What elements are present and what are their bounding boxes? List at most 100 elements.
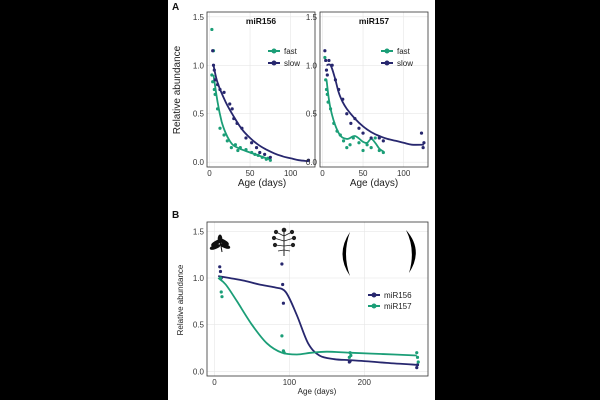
data-point-slow	[235, 121, 239, 126]
x-tick-label: 0	[207, 169, 212, 178]
data-point-fast	[238, 146, 242, 150]
legend-dot-slow	[271, 60, 277, 66]
data-point-slow	[250, 141, 254, 145]
x-tick-label: 100	[397, 169, 411, 178]
legend-label-fast: fast	[397, 47, 411, 56]
x-tick-label: 100	[284, 169, 298, 178]
legend-label-mir157: miR157	[384, 302, 412, 311]
data-point-mir156	[415, 363, 420, 367]
data-point-fast	[381, 150, 385, 155]
data-point-slow	[369, 136, 373, 140]
data-point-fast	[215, 107, 220, 111]
y-tick-label: 0.5	[306, 110, 318, 119]
data-point-slow	[232, 116, 236, 121]
data-point-fast	[373, 136, 377, 140]
data-point-fast	[377, 148, 381, 153]
data-point-fast	[233, 143, 238, 147]
data-point-mir157	[219, 290, 223, 294]
points-a2	[323, 49, 426, 155]
data-point-mir156	[218, 265, 222, 269]
legend-dot-mir157	[371, 303, 377, 309]
data-point-slow	[268, 155, 272, 159]
data-point-slow	[211, 49, 215, 53]
data-point-fast	[341, 139, 346, 143]
data-point-slow	[263, 152, 267, 157]
x-tick-label: 0	[320, 169, 325, 178]
plot-frame-a1	[206, 11, 316, 168]
data-point-fast	[222, 133, 226, 137]
data-point-slow	[333, 78, 338, 82]
data-point-fast	[365, 143, 369, 147]
data-point-fast	[323, 55, 327, 60]
y-tick-label: 0.0	[306, 158, 318, 167]
data-point-mir157	[280, 334, 284, 338]
data-point-fast	[351, 136, 355, 140]
x-tick-label: 100	[283, 378, 297, 387]
plot-area-a1	[207, 12, 315, 167]
data-point-slow	[419, 131, 424, 135]
y-axis-label-a: Relative abundance	[172, 45, 183, 134]
x-tick-label: 50	[359, 169, 368, 178]
data-point-fast	[213, 92, 217, 96]
data-point-mir157	[218, 276, 223, 280]
data-point-mir157	[415, 355, 420, 359]
data-point-fast	[345, 146, 349, 150]
data-point-slow	[228, 102, 232, 106]
panel-b: 0 100 200 0.0 0.5 1.0 1.5	[176, 221, 429, 396]
y-tick-label: 0.0	[193, 158, 205, 167]
legend-dot-fast	[271, 48, 277, 54]
y-tick-label: 1.0	[193, 274, 205, 283]
fit-line-mir156	[218, 275, 417, 366]
data-point-mir156	[348, 359, 352, 363]
adult-leaf-icon	[271, 227, 297, 256]
data-point-slow	[306, 158, 311, 162]
data-point-slow	[218, 87, 222, 92]
data-point-fast	[225, 139, 229, 143]
data-point-slow	[323, 49, 327, 53]
data-point-slow	[377, 136, 381, 140]
data-point-slow	[324, 68, 329, 72]
legend-dot-slow	[384, 60, 390, 66]
plot-area-a2	[320, 12, 428, 167]
data-point-fast	[326, 100, 330, 104]
x-tick-label: 200	[358, 378, 372, 387]
y-tick-label: 1.0	[193, 61, 205, 70]
points-b	[218, 262, 420, 370]
y-tick-label: 1.0	[306, 61, 318, 70]
legend-a1: fast slow	[268, 47, 300, 68]
chart-title-a2: miR157	[359, 16, 390, 26]
data-point-slow	[324, 58, 328, 63]
plot-frame-b	[206, 221, 429, 377]
data-point-slow	[361, 131, 365, 135]
legend-label-slow: slow	[397, 59, 413, 68]
y-tick-label: 0.5	[193, 321, 205, 330]
data-point-fast	[335, 129, 339, 133]
phyllode-right-icon	[406, 230, 416, 273]
data-point-slow	[330, 63, 334, 67]
fit-line-fast	[325, 79, 384, 153]
data-point-slow	[211, 63, 216, 67]
data-point-slow	[240, 126, 244, 130]
data-point-slow	[213, 78, 217, 82]
data-point-fast	[369, 146, 373, 150]
legend-dot-mir156	[371, 292, 377, 298]
data-point-slow	[349, 121, 353, 126]
data-point-mir156	[218, 269, 223, 274]
data-point-slow	[345, 112, 349, 116]
legend-b: miR156 miR157	[368, 291, 412, 311]
plot-frame-a2	[319, 11, 429, 168]
data-point-slow	[325, 73, 329, 77]
fit-line-slow	[212, 65, 309, 163]
data-point-mir157	[415, 351, 419, 355]
data-point-fast	[218, 126, 222, 130]
data-point-slow	[254, 146, 259, 150]
juvenile-leaf-icon	[209, 234, 231, 253]
data-point-slow	[212, 68, 216, 72]
data-point-slow	[337, 87, 341, 92]
data-point-fast	[250, 150, 254, 155]
panel-label-b: B	[172, 210, 179, 221]
data-point-fast	[244, 147, 248, 152]
data-point-slow	[357, 126, 361, 130]
y-axis-label-b: Relative abundance	[176, 264, 185, 335]
data-point-fast	[260, 155, 264, 159]
